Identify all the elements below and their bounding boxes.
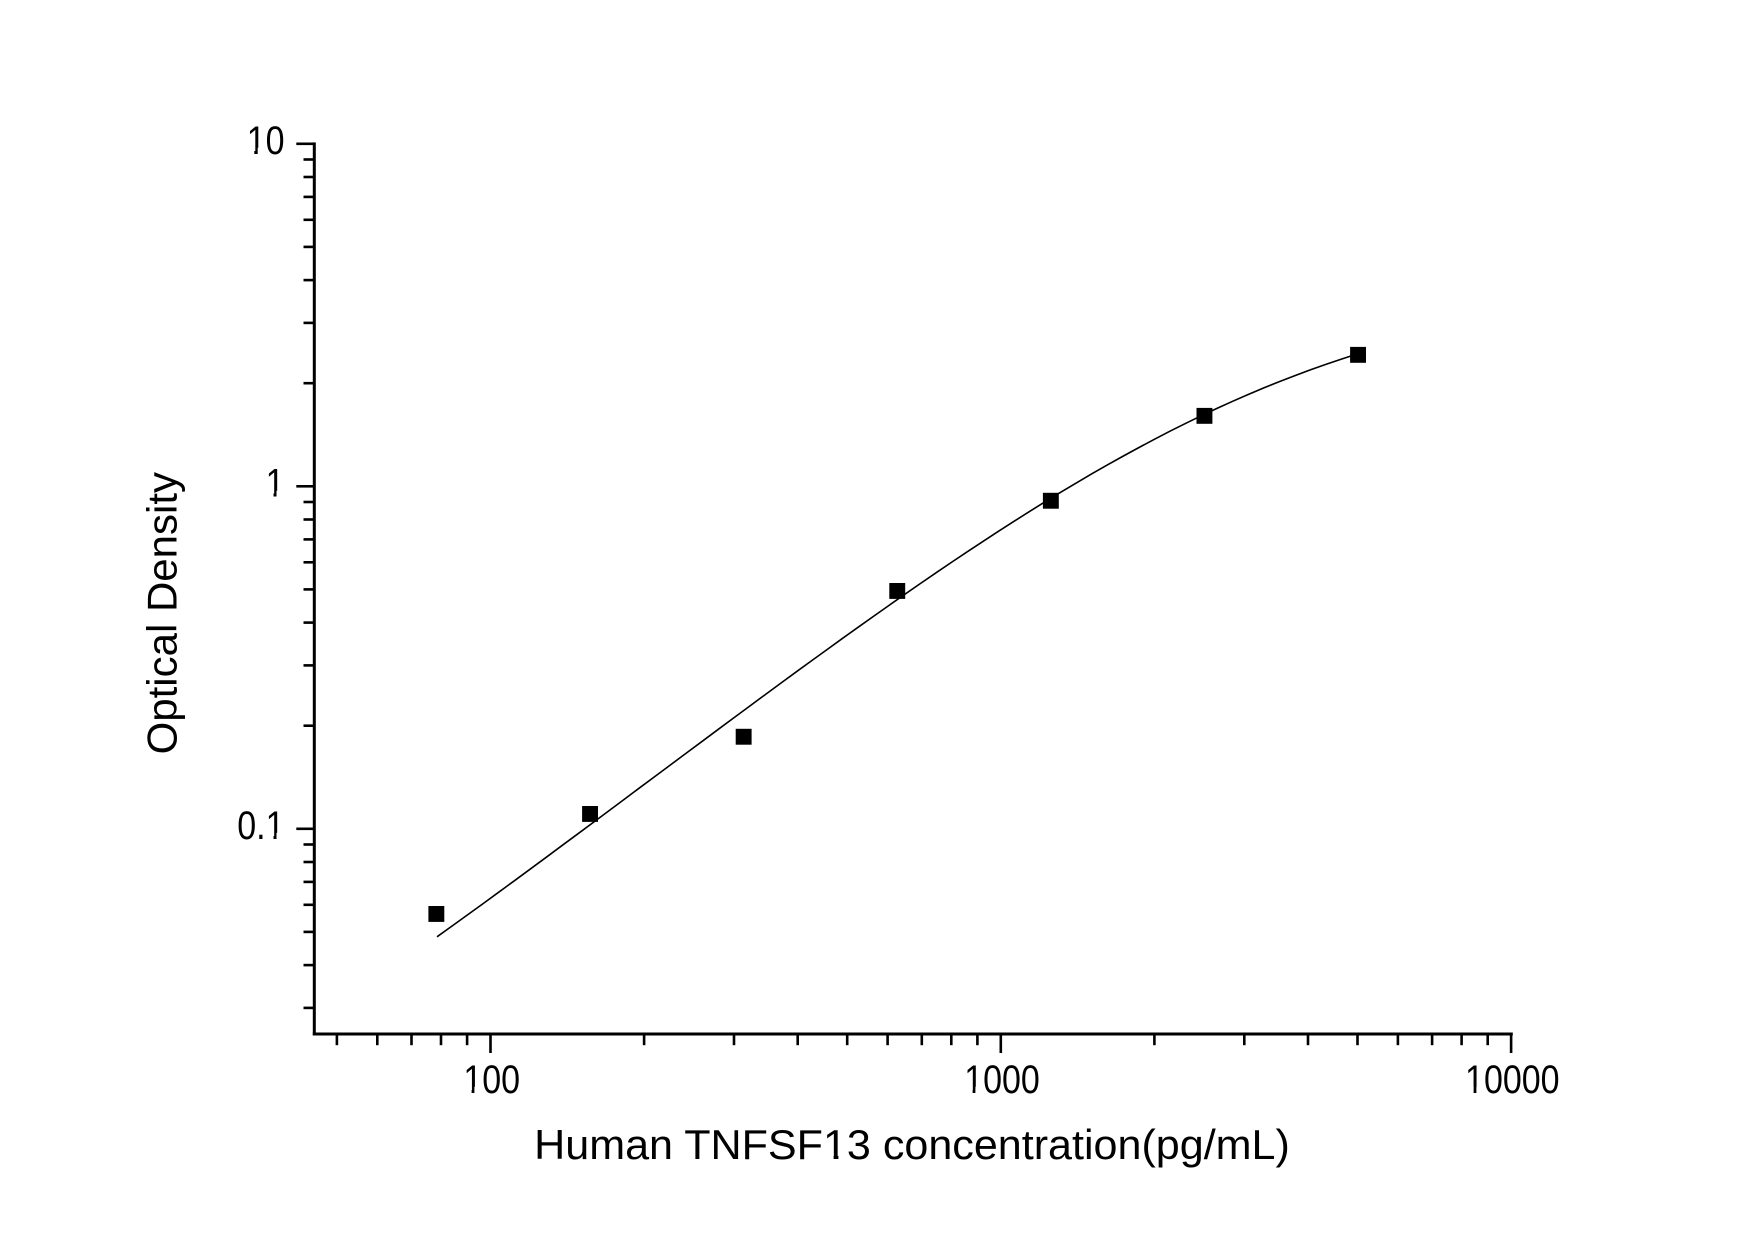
svg-text:Human TNFSF13 concentration(pg: Human TNFSF13 concentration(pg/mL) — [534, 1121, 1290, 1168]
svg-text:Optical Density: Optical Density — [139, 472, 186, 754]
svg-text:10: 10 — [247, 117, 285, 162]
svg-text:1000: 1000 — [964, 1056, 1040, 1101]
svg-text:0.1: 0.1 — [237, 802, 284, 847]
svg-text:10000: 10000 — [1465, 1056, 1560, 1101]
svg-text:100: 100 — [463, 1056, 520, 1101]
